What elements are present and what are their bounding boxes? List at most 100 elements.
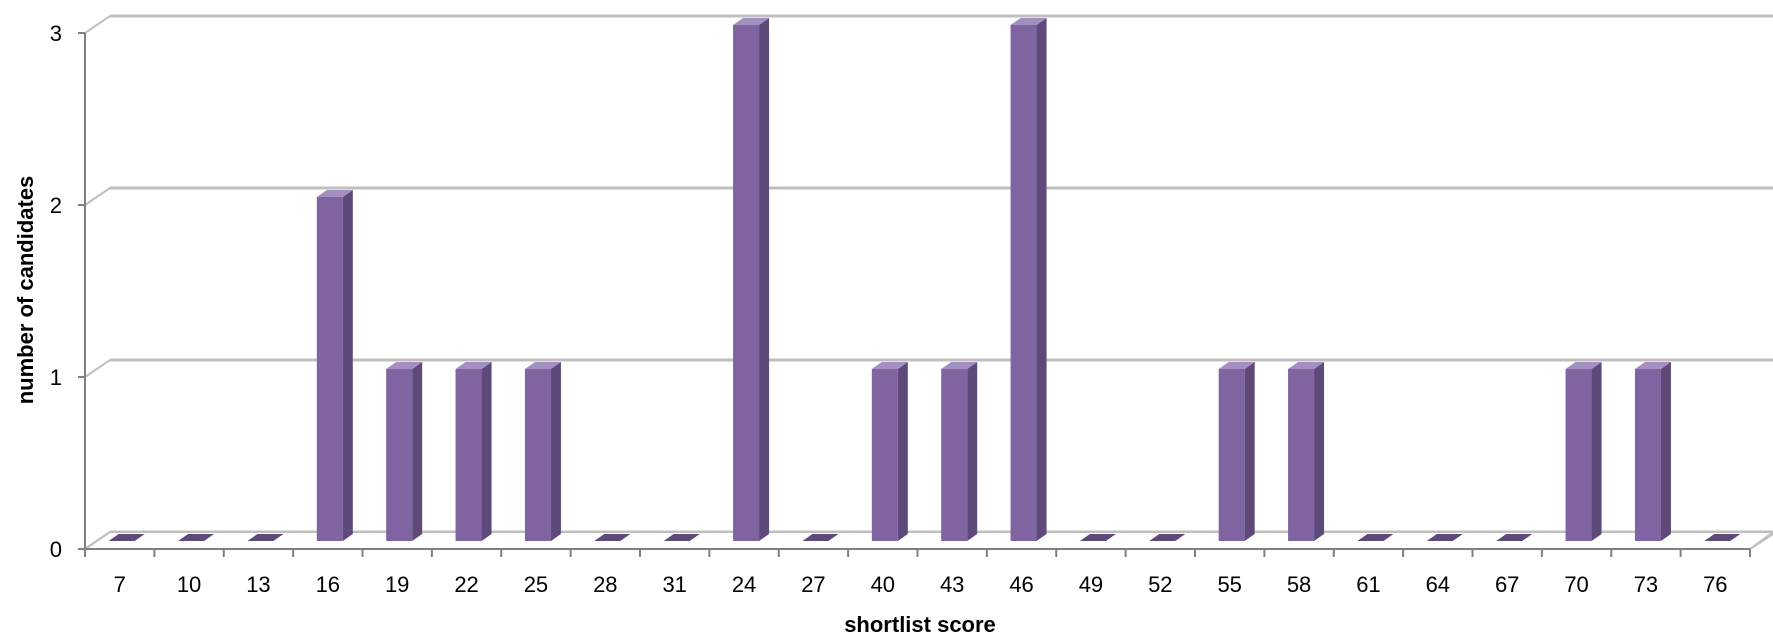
gridline-side [84,187,111,206]
x-tick-label: 16 [316,572,340,597]
x-tick-label: 52 [1148,572,1172,597]
bar-side [1244,362,1255,541]
x-tick-label: 49 [1079,572,1103,597]
x-tick-label: 64 [1426,572,1450,597]
bar-top [1010,18,1047,25]
bar [247,534,284,541]
bar-top [733,18,770,25]
bar-side [1314,362,1325,541]
tick-labels: 0 1 2 3 7 10 13 16 19 22 25 28 31 24 27 40 43 46 49 52 55 58 6… [50,21,1728,597]
bar-side [412,362,423,541]
x-tick-label: 76 [1703,572,1727,597]
x-tick-label: 70 [1564,572,1588,597]
bar-zero [247,534,284,541]
x-tick-label: 10 [177,572,201,597]
bar-zero [1496,534,1533,541]
bar [524,362,561,541]
x-tick-label: 13 [246,572,270,597]
bar-top [941,362,978,369]
x-tick-label: 7 [114,572,126,597]
bar-top [455,362,492,369]
bar [1634,362,1671,541]
bar-zero [1079,534,1116,541]
bar [1565,362,1602,541]
bar-front [941,369,968,541]
x-tick-label: 55 [1217,572,1241,597]
axes [78,32,1751,557]
bar [594,534,631,541]
bar [178,534,215,541]
bar-top [1288,362,1325,369]
bar-zero [802,534,839,541]
bar [1357,534,1394,541]
bar-top [316,190,353,197]
x-tick-label: 25 [524,572,548,597]
bar-zero [1357,534,1394,541]
y-tick-label: 1 [50,365,62,390]
bar [1079,534,1116,541]
y-tick-label: 2 [50,193,62,218]
bar [1218,362,1255,541]
bar-zero [1704,534,1741,541]
bar [1010,18,1047,541]
x-tick-label: 31 [662,572,686,597]
x-tick-label: 19 [385,572,409,597]
y-tick-label: 3 [50,21,62,46]
bar-zero [663,534,700,541]
bar-front [1010,25,1037,541]
bar-front [1565,369,1592,541]
bar-front [1288,369,1315,541]
bar-top [1218,362,1255,369]
bar-front [1218,369,1245,541]
bar [1149,534,1186,541]
bar-front [455,369,482,541]
bar-front [1634,369,1661,541]
x-tick-label: 61 [1356,572,1380,597]
bar-side [897,362,908,541]
bar-top [386,362,423,369]
bar-top [871,362,908,369]
x-tick-label: 46 [1009,572,1033,597]
bars [108,18,1741,541]
x-tick-label: 58 [1287,572,1311,597]
bar-side [1660,362,1671,541]
x-tick-label: 43 [940,572,964,597]
bar-side [481,362,492,541]
bar-zero [1149,534,1186,541]
y-tick-label: 0 [50,537,62,562]
gridline-side [84,359,111,378]
bar-zero [594,534,631,541]
bar [941,362,978,541]
bar-front [316,197,343,541]
x-tick-label: 73 [1634,572,1658,597]
bar-front [524,369,551,541]
x-tick-label: 40 [871,572,895,597]
bar [1704,534,1741,541]
x-tick-label: 27 [801,572,825,597]
bar [1426,534,1463,541]
bar [663,534,700,541]
bar-zero [178,534,215,541]
bar-zero [108,534,145,541]
x-tick-label: 22 [454,572,478,597]
bar-side [342,190,353,541]
bar-front [733,25,760,541]
bar [386,362,423,541]
x-tick-label: 24 [732,572,756,597]
bar [108,534,145,541]
bar [316,190,353,541]
y-axis-title: number of candidates [13,176,38,405]
x-tick-label: 67 [1495,572,1519,597]
bar [802,534,839,541]
bar [1288,362,1325,541]
bar-top [1565,362,1602,369]
bar [455,362,492,541]
bar [733,18,770,541]
x-tick-label: 28 [593,572,617,597]
bar-side [759,18,770,541]
bar-zero [1426,534,1463,541]
bar-side [967,362,978,541]
bar-top [524,362,561,369]
bar-top [1634,362,1671,369]
